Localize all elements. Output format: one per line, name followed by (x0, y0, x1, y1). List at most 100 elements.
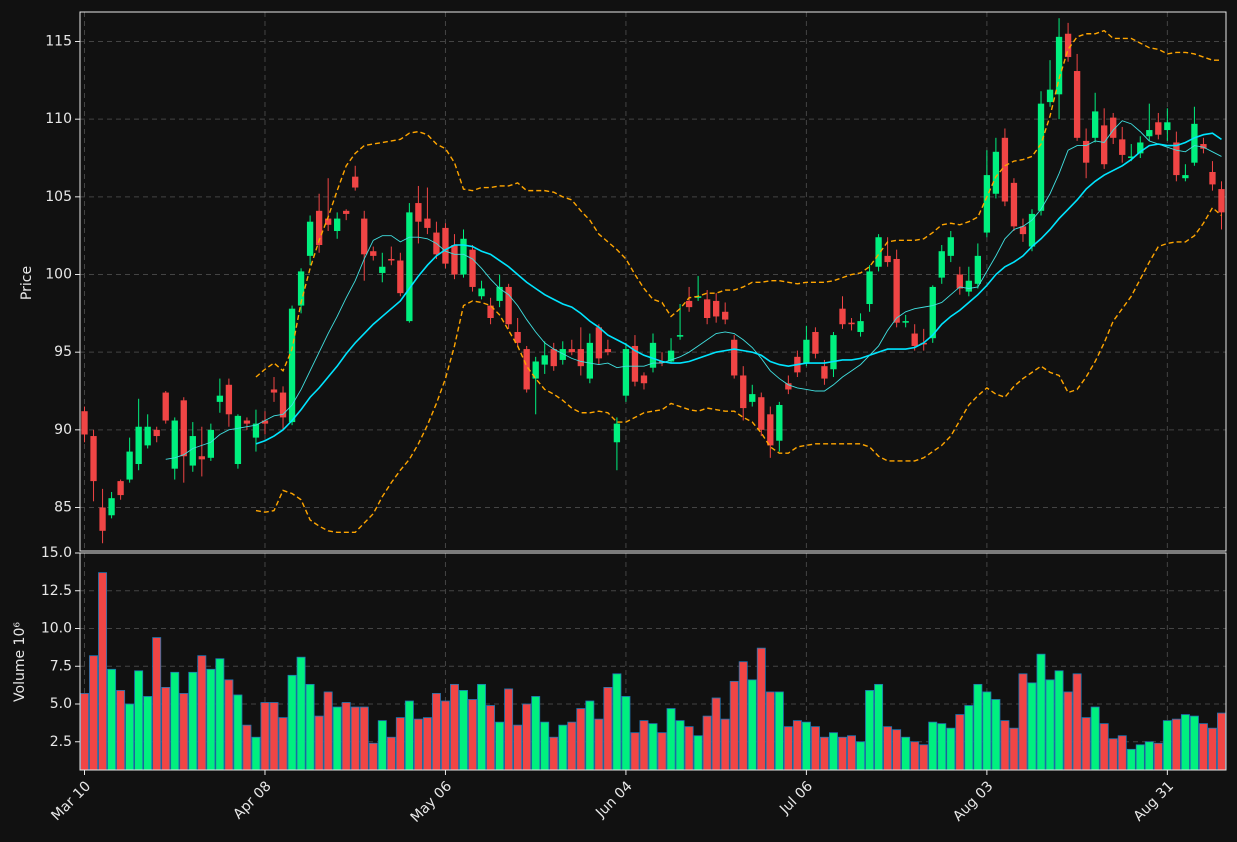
volume-bar (576, 708, 586, 771)
candle-body (776, 404, 783, 441)
candle-body (126, 451, 133, 480)
y-tick-label: 7.5 (50, 658, 72, 674)
candle-body (1182, 175, 1189, 179)
candle-body (442, 227, 449, 264)
candle-body (370, 251, 377, 256)
volume-bar (810, 726, 820, 771)
volume-bar (693, 735, 703, 771)
volume-bar (1117, 735, 1127, 771)
candle-body (902, 321, 909, 323)
volume-bar (305, 683, 315, 771)
candle-body (306, 221, 314, 256)
volume-bar (98, 572, 108, 771)
candle-body (929, 286, 936, 339)
volume-bar (80, 693, 89, 771)
candle-body (1173, 142, 1180, 176)
volume-bar (928, 721, 938, 771)
volume-bar (648, 723, 658, 771)
indicator-line (165, 120, 1222, 460)
candle-body (279, 392, 287, 418)
volume-bar (783, 726, 793, 771)
candle-body (505, 286, 512, 325)
volume-bar (1180, 714, 1190, 771)
volume-bar (603, 686, 613, 771)
volume-bar (531, 696, 541, 771)
volume-bar (630, 732, 640, 771)
candle-body (90, 436, 97, 482)
candle-body (379, 266, 386, 273)
volume-bar (287, 674, 297, 771)
volume-bar (125, 703, 135, 771)
volume-bar (1009, 727, 1019, 771)
volume-bar (955, 714, 965, 771)
candle-body (667, 350, 675, 362)
candle-body (460, 238, 467, 275)
candle-body (640, 375, 648, 384)
volume-bar (161, 686, 171, 771)
volume-bar (152, 637, 162, 771)
volume-bar (89, 655, 98, 771)
volume-bar (107, 668, 117, 771)
candle-body (1064, 33, 1072, 58)
candle-body (1037, 103, 1045, 211)
volume-bar (711, 697, 721, 771)
candle-body (947, 237, 954, 256)
candle-body (1010, 182, 1018, 227)
volume-bar (269, 702, 279, 771)
y-tick-label: 100 (45, 267, 72, 283)
candle-body (649, 342, 657, 368)
candle-body (713, 300, 720, 317)
candle-body (523, 349, 530, 390)
candle-body (361, 218, 368, 255)
candle-body (767, 414, 774, 446)
candle-body (99, 507, 106, 531)
y-tick-label: 90 (54, 422, 72, 438)
volume-bar (639, 720, 649, 771)
volume-bar (774, 691, 784, 771)
candle-body (848, 322, 855, 325)
volume-bar (495, 721, 505, 771)
indicator-line (255, 29, 1222, 378)
candle-body (685, 300, 693, 308)
volume-bar (865, 690, 875, 771)
volume-bar (440, 700, 450, 771)
volume-bar (1018, 673, 1028, 771)
y-tick-label: 2.5 (50, 734, 72, 750)
candle-body (694, 296, 702, 298)
volume-bar (486, 705, 496, 771)
volume-bar (892, 729, 902, 771)
candle-body (171, 420, 178, 469)
candle-body (1001, 137, 1009, 202)
volume-bar (1072, 673, 1082, 771)
candle-body (911, 333, 918, 346)
volume-bar (1063, 691, 1073, 771)
volume-bar (937, 723, 947, 771)
panel-frame (79, 552, 1227, 771)
candle-body (243, 420, 251, 424)
volume-bar (224, 679, 234, 771)
volume-bar (251, 736, 261, 771)
volume-bar (1027, 682, 1037, 771)
volume-bar (242, 724, 252, 771)
candle-body (1091, 111, 1099, 138)
volume-bar (801, 721, 811, 771)
y-tick-label: 115 (45, 34, 72, 50)
candle-body (406, 212, 413, 322)
candle-body (812, 331, 819, 354)
volume-bar (666, 708, 676, 771)
indicator-line (255, 132, 1222, 445)
volume-bar (549, 736, 559, 771)
y-tick-label: 15.0 (41, 545, 72, 561)
volume-bar (314, 715, 324, 771)
volume-bar (973, 683, 983, 771)
candle-body (785, 383, 792, 390)
volume-bar (1189, 715, 1199, 771)
indicator-line (255, 206, 1222, 534)
candle-body (1110, 117, 1117, 138)
candle-body (180, 400, 187, 457)
candle-body (1055, 36, 1063, 95)
volume-bar (540, 721, 550, 771)
candle-body (956, 274, 963, 289)
volume-bar (738, 661, 748, 771)
